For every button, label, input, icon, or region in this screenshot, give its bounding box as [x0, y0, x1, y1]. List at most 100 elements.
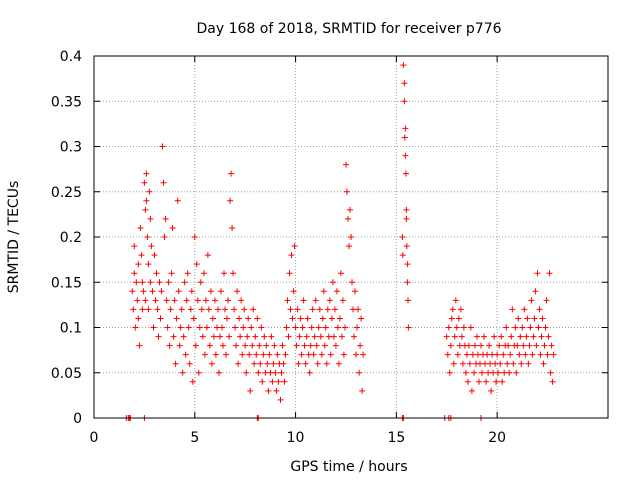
data-point	[345, 215, 351, 222]
data-point	[538, 333, 545, 340]
data-point	[316, 306, 323, 313]
data-point	[175, 288, 182, 295]
data-point	[207, 288, 214, 295]
data-point	[539, 315, 546, 322]
data-point	[445, 324, 452, 331]
data-point	[233, 342, 240, 349]
data-point	[143, 197, 150, 204]
y-axis-label: SRMTID / TECUs	[6, 181, 22, 294]
data-point	[147, 279, 154, 286]
data-point	[446, 369, 453, 376]
data-point	[184, 270, 191, 277]
data-point	[141, 179, 148, 186]
data-point	[178, 306, 185, 313]
data-point	[301, 342, 308, 349]
data-point	[535, 324, 542, 331]
data-point	[240, 324, 247, 331]
data-point	[238, 297, 245, 304]
data-point	[399, 252, 406, 259]
y-tick-label: 0.25	[51, 185, 82, 201]
data-point	[142, 206, 149, 213]
data-point	[324, 306, 331, 313]
data-point	[137, 225, 144, 231]
data-point	[237, 333, 244, 340]
data-point	[295, 360, 302, 367]
data-point	[224, 315, 230, 322]
data-point	[455, 315, 462, 322]
data-point	[266, 351, 273, 358]
data-point	[283, 324, 290, 331]
data-point	[203, 324, 210, 331]
data-point	[330, 333, 337, 340]
data-point	[148, 243, 155, 250]
data-point	[448, 315, 455, 322]
data-point	[191, 234, 198, 240]
data-point	[452, 297, 459, 304]
data-point	[265, 387, 272, 394]
data-point	[540, 360, 547, 367]
data-point	[215, 306, 221, 313]
data-point	[537, 351, 544, 358]
data-point	[195, 369, 202, 376]
data-point	[299, 324, 306, 331]
data-point	[337, 270, 344, 277]
data-point	[328, 315, 335, 322]
data-point	[272, 369, 279, 376]
data-point	[506, 369, 513, 376]
data-point	[182, 351, 189, 358]
data-point	[193, 261, 200, 268]
data-point	[401, 80, 408, 87]
data-point	[151, 252, 158, 259]
data-point	[523, 333, 530, 340]
data-point	[219, 324, 225, 331]
data-point	[199, 333, 206, 340]
data-point	[349, 279, 355, 286]
data-point	[180, 333, 187, 340]
data-point	[399, 234, 406, 240]
data-point	[307, 342, 314, 349]
data-point	[443, 333, 450, 340]
data-point	[405, 297, 411, 304]
data-point	[186, 360, 193, 367]
data-point	[185, 324, 192, 331]
data-point	[302, 360, 309, 367]
data-point	[404, 261, 411, 268]
data-point	[242, 342, 249, 349]
data-point	[308, 324, 315, 331]
data-point	[355, 306, 362, 313]
data-point	[360, 351, 367, 358]
data-point	[311, 333, 318, 340]
data-point	[304, 315, 311, 322]
data-point	[321, 342, 328, 349]
data-point	[260, 351, 267, 358]
data-point	[249, 342, 256, 349]
data-point	[152, 297, 159, 304]
data-point	[546, 270, 553, 277]
chart-title: Day 168 of 2018, SRMTID for receiver p77…	[196, 21, 501, 37]
data-point	[284, 297, 291, 304]
data-point	[155, 333, 162, 340]
data-point	[353, 351, 359, 358]
data-point	[491, 333, 498, 340]
data-point	[513, 369, 520, 376]
data-point	[282, 351, 289, 358]
data-point	[444, 351, 451, 358]
data-point	[292, 324, 299, 331]
data-point	[315, 324, 322, 331]
data-point	[469, 351, 476, 358]
data-point	[259, 378, 266, 385]
data-point	[331, 306, 338, 313]
data-point	[339, 297, 346, 304]
data-point	[160, 179, 167, 186]
data-point	[181, 279, 188, 286]
data-point	[310, 351, 317, 358]
data-point	[323, 360, 330, 367]
data-point	[204, 252, 211, 259]
data-point	[309, 306, 316, 313]
data-point	[291, 243, 298, 250]
axis-ticks	[93, 55, 608, 419]
data-point	[336, 315, 343, 322]
data-point	[548, 342, 555, 349]
data-point	[253, 351, 260, 358]
data-point	[288, 252, 295, 259]
